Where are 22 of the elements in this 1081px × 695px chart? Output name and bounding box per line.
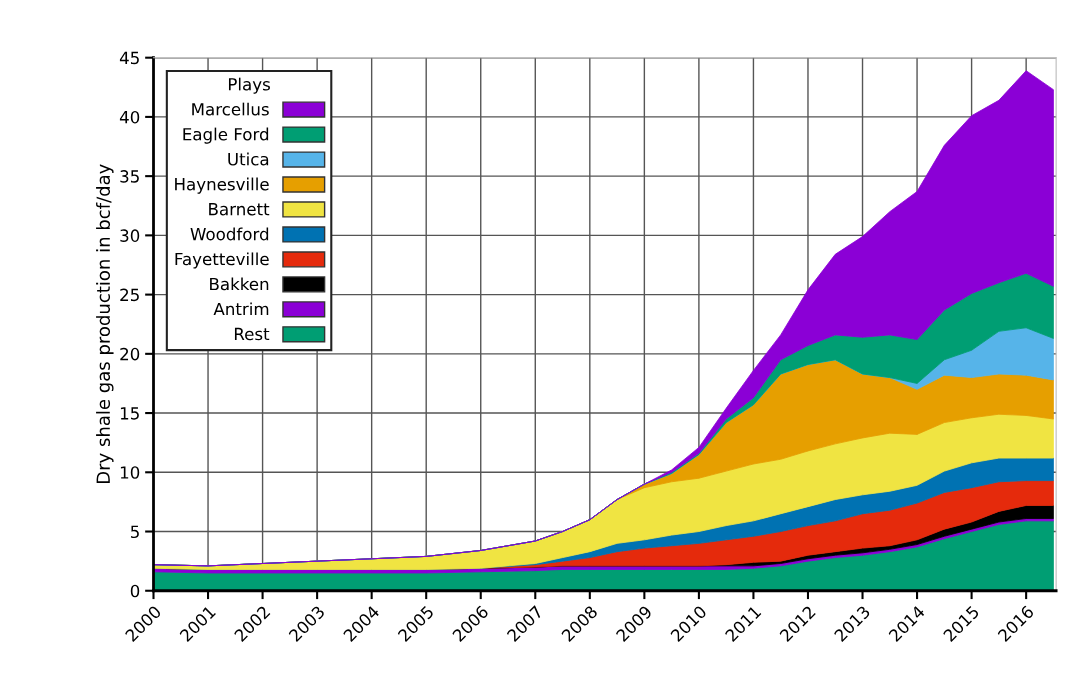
legend-title: Plays <box>228 77 270 94</box>
y-tick-label: 45 <box>119 51 139 65</box>
legend-label: Haynesville <box>175 177 269 194</box>
y-tick-label: 30 <box>120 229 140 242</box>
legend-label: Barnett <box>209 203 270 216</box>
legend-label: Utica <box>228 152 269 166</box>
y-tick-label: 0 <box>130 584 140 598</box>
legend-label: Marcellus <box>192 102 269 116</box>
y-tick-label: 15 <box>120 407 139 420</box>
legend-label: Eagle Ford <box>183 127 269 144</box>
legend-label: Antrim <box>213 302 269 316</box>
legend-label: Rest <box>234 327 270 341</box>
legend-label: Woodford <box>190 227 269 241</box>
legend-label: Bakken <box>210 277 269 291</box>
y-tick-label: 10 <box>120 466 140 479</box>
y-tick-label: 20 <box>120 347 140 361</box>
legend-label: Fayetteville <box>175 252 269 269</box>
y-tick-label: 25 <box>120 288 139 302</box>
y-axis-title: Dry shale gas production in bcf/day <box>96 164 114 484</box>
y-tick-label: 40 <box>119 110 140 124</box>
y-tick-label: 5 <box>130 525 139 539</box>
y-tick-label: 35 <box>120 170 139 183</box>
